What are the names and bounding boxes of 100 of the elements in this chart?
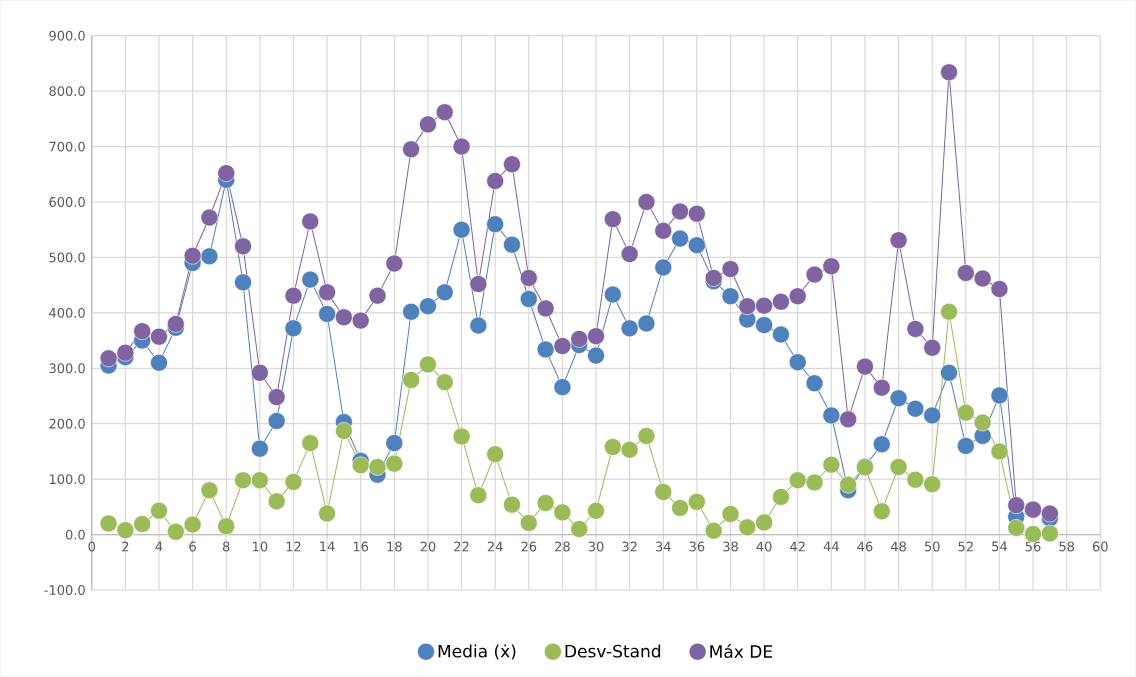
point <box>990 386 1009 405</box>
x-tick-label: 54 <box>992 541 1007 552</box>
point <box>872 502 891 521</box>
point <box>822 406 841 425</box>
x-tick-label: 44 <box>823 541 839 552</box>
x-tick-label: 50 <box>924 541 940 552</box>
point <box>251 471 269 490</box>
point <box>620 441 639 459</box>
point <box>805 473 824 492</box>
point <box>435 103 454 122</box>
point <box>688 236 706 255</box>
x-tick-label: 58 <box>1059 541 1075 552</box>
point <box>604 210 622 229</box>
point <box>402 303 420 321</box>
x-tick-label: 22 <box>454 541 469 552</box>
point <box>469 275 488 293</box>
point <box>351 311 370 330</box>
point <box>654 258 673 277</box>
point <box>318 305 336 323</box>
point <box>318 504 336 523</box>
point <box>301 434 320 453</box>
point <box>133 322 151 341</box>
x-tick-label: 56 <box>1025 541 1041 552</box>
point <box>234 273 252 292</box>
point <box>940 63 958 82</box>
point <box>923 406 941 425</box>
point <box>671 499 689 517</box>
point <box>267 492 286 511</box>
point <box>452 427 471 446</box>
point <box>570 520 589 538</box>
point <box>587 502 605 520</box>
point <box>133 515 151 533</box>
point <box>839 476 857 494</box>
point <box>788 353 807 372</box>
point <box>973 269 992 288</box>
point <box>536 340 555 359</box>
point <box>234 237 252 256</box>
point <box>805 374 824 393</box>
point <box>755 296 773 315</box>
point <box>788 471 807 490</box>
point <box>217 164 236 183</box>
point <box>738 518 757 537</box>
x-tick-label: 30 <box>588 541 604 552</box>
point <box>234 471 252 490</box>
legend-label: Desv-Stand <box>565 644 661 658</box>
point <box>469 316 488 335</box>
point <box>435 373 454 392</box>
point <box>587 346 605 365</box>
point <box>99 349 118 368</box>
point <box>587 327 605 346</box>
x-tick-label: 16 <box>353 541 369 552</box>
point <box>553 337 572 356</box>
point <box>150 354 168 372</box>
point <box>721 287 740 306</box>
point <box>923 339 941 357</box>
x-tick-label: 40 <box>756 541 772 552</box>
point <box>200 208 219 227</box>
point <box>654 483 673 501</box>
point <box>486 172 504 190</box>
point <box>318 283 336 302</box>
x-tick-label: 4 <box>155 541 163 552</box>
point <box>889 231 908 250</box>
point <box>335 422 353 440</box>
point <box>957 403 975 422</box>
y-tick-label: 100.0 <box>49 474 85 485</box>
point <box>486 445 504 464</box>
point <box>906 400 925 418</box>
point <box>788 287 807 306</box>
point <box>419 115 437 134</box>
point <box>452 137 471 156</box>
point <box>990 442 1009 461</box>
point <box>200 247 219 266</box>
point <box>822 456 841 474</box>
y-tick-label: 0.0 <box>65 529 85 540</box>
x-tick-label: 60 <box>1092 541 1108 552</box>
x-tick-label: 12 <box>286 541 301 552</box>
point <box>973 413 992 432</box>
point <box>452 221 471 239</box>
point <box>251 439 269 458</box>
point <box>519 269 538 287</box>
point <box>536 299 555 318</box>
point <box>116 344 135 362</box>
x-tick-label: 26 <box>521 541 537 552</box>
x-tick-label: 18 <box>387 541 402 552</box>
point <box>688 204 706 223</box>
point <box>166 523 185 541</box>
point <box>116 521 135 540</box>
point <box>990 280 1009 298</box>
point <box>957 437 975 455</box>
y-tick-label: 500.0 <box>49 252 85 263</box>
point <box>637 193 656 211</box>
point <box>284 473 303 491</box>
point <box>267 412 286 430</box>
point <box>217 517 236 536</box>
point <box>368 458 387 476</box>
point <box>402 371 420 389</box>
point <box>637 314 656 333</box>
point <box>1007 496 1026 515</box>
x-tick-label: 42 <box>790 541 805 552</box>
point <box>368 286 387 305</box>
